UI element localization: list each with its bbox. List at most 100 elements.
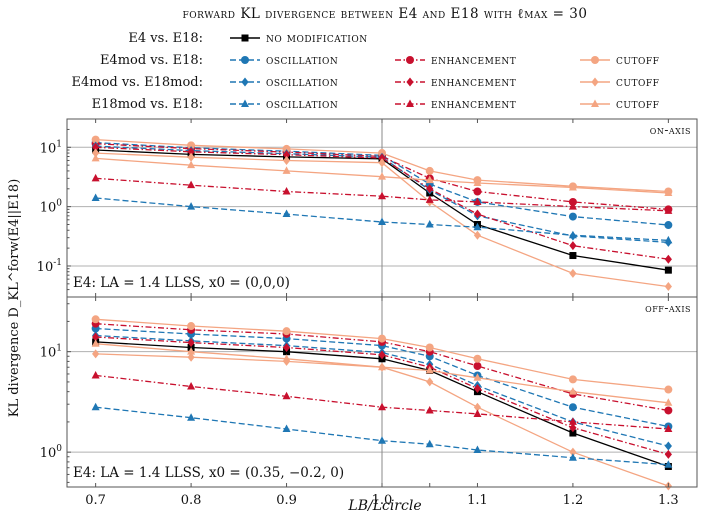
data-point	[187, 322, 196, 331]
data-point	[664, 188, 673, 196]
data-point	[664, 441, 672, 451]
x-axis-label: LB/Lcircle	[347, 498, 421, 514]
data-point	[569, 423, 577, 433]
x-tick-label: 0.7	[85, 493, 106, 508]
legend-marker	[591, 77, 599, 87]
data-point	[425, 365, 434, 374]
series-line	[95, 406, 669, 466]
series-line	[95, 141, 669, 226]
legend-marker	[241, 34, 249, 42]
data-point	[664, 449, 672, 459]
data-point	[187, 147, 195, 157]
data-point	[568, 403, 577, 412]
data-point	[473, 409, 482, 417]
y-tick-label: 101	[40, 139, 62, 156]
data-point	[473, 178, 482, 187]
data-point	[187, 160, 196, 169]
legend-marker	[591, 56, 599, 64]
panel-off-axis: 101 100 0.7 0.8 0.9 1.0 1.1 1.2 1.3 off-axis E4: L…	[40, 296, 698, 508]
data-point	[664, 398, 673, 406]
data-point	[91, 402, 100, 411]
data-point	[378, 402, 386, 411]
data-point	[378, 334, 386, 343]
data-point	[282, 144, 291, 153]
series-line	[95, 152, 669, 288]
data-point	[664, 282, 672, 292]
data-point	[282, 150, 291, 160]
series-line	[95, 143, 669, 211]
y-tick-label: 10-1	[37, 258, 62, 275]
data-point	[569, 241, 577, 251]
panel-label: on-axis	[650, 123, 691, 137]
data-point	[473, 373, 482, 381]
data-point	[282, 343, 291, 353]
x-tick-label: 1.2	[563, 493, 584, 508]
data-point	[473, 222, 482, 231]
data-point	[187, 180, 196, 189]
legend-row-label: E4mod vs. E18:	[100, 53, 203, 68]
y-tick-label: 100	[40, 444, 63, 461]
data-point	[473, 209, 482, 219]
data-point	[378, 217, 386, 226]
series-line	[95, 318, 669, 391]
data-point	[473, 445, 482, 454]
data-point	[378, 350, 386, 360]
data-point	[187, 382, 196, 390]
legend-row-label: E18mod vs. E18:	[92, 97, 203, 112]
data-point	[426, 184, 434, 194]
data-point	[473, 362, 482, 371]
legend-entry-label: oscillation	[266, 74, 338, 89]
legend-entry-label: no modification	[266, 30, 368, 45]
data-point	[282, 186, 291, 195]
legend-row-label: E4 vs. E18:	[128, 31, 203, 46]
panel-label: off-axis	[645, 301, 691, 315]
data-point	[569, 252, 577, 260]
legend-marker	[241, 77, 249, 87]
data-point	[473, 187, 482, 196]
data-point	[187, 347, 196, 355]
data-point	[187, 413, 196, 421]
data-point	[92, 349, 100, 359]
data-point	[425, 343, 434, 352]
x-tick-label: 1.0	[372, 493, 393, 508]
data-point	[569, 447, 577, 457]
data-point	[569, 429, 577, 437]
data-point	[91, 135, 100, 144]
series-line	[95, 197, 669, 242]
data-point	[187, 141, 196, 150]
data-point	[282, 424, 291, 432]
data-point	[425, 439, 434, 448]
data-point	[664, 221, 673, 230]
data-point	[282, 354, 291, 362]
series-line	[95, 327, 669, 428]
data-point	[568, 375, 577, 384]
legend-entry-label: cutoff	[616, 96, 659, 111]
data-point	[426, 377, 434, 387]
data-point	[282, 327, 291, 336]
y-tick-label: 101	[40, 344, 62, 361]
legend-marker	[591, 99, 599, 107]
series-e4mod-vs-e18mod-enhancement	[92, 142, 672, 264]
data-point	[187, 152, 195, 162]
data-point	[92, 148, 100, 158]
legend-entry-label: cutoff	[616, 74, 659, 89]
data-point	[664, 254, 672, 264]
panel-annotation: E4: LA = 1.4 LLSS, x0 = (0,0,0)	[73, 275, 290, 291]
data-point	[187, 202, 196, 210]
data-point	[91, 339, 100, 347]
data-point	[569, 268, 577, 278]
data-point	[91, 153, 100, 162]
data-point	[568, 387, 577, 395]
legend-entry-label: enhancement	[431, 96, 516, 111]
data-point	[473, 230, 482, 240]
legend-entry-label: enhancement	[431, 52, 516, 67]
data-point	[378, 158, 386, 168]
data-point	[425, 166, 434, 175]
legend-entry-label: oscillation	[266, 96, 338, 111]
data-point	[473, 402, 482, 412]
series-e18mod-vs-e18-enhancement	[91, 370, 673, 432]
series-e18mod-vs-e18-cutoff	[91, 153, 673, 196]
data-point	[187, 352, 195, 362]
data-point	[282, 166, 291, 174]
